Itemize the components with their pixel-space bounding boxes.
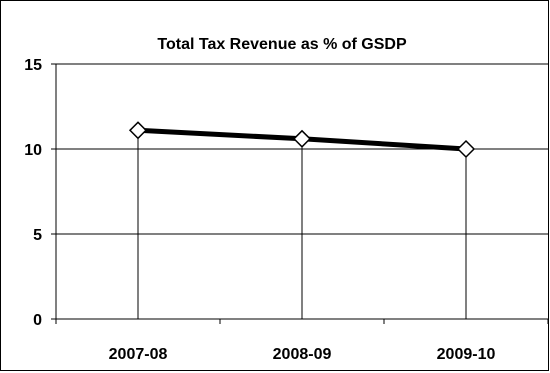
data-point [292, 129, 312, 148]
x-tick-labels: 2007-08 2008-09 2009-10 [109, 346, 496, 363]
data-point [456, 139, 476, 159]
axes [51, 63, 549, 324]
x-tick-label: 2008-09 [273, 346, 332, 363]
y-tick-label: 0 [33, 312, 42, 329]
y-tick-labels: 0 5 10 15 [24, 57, 42, 329]
y-tick-label: 5 [33, 227, 42, 244]
series-layer [128, 121, 476, 159]
y-tick-label: 15 [24, 57, 42, 74]
x-tick-label: 2007-08 [109, 346, 168, 363]
y-tick-label: 10 [24, 142, 42, 159]
data-point [128, 121, 148, 140]
drop-lines [137, 130, 467, 319]
chart-title: Total Tax Revenue as % of GSDP [157, 36, 407, 53]
x-tick-label: 2009-10 [437, 346, 496, 363]
